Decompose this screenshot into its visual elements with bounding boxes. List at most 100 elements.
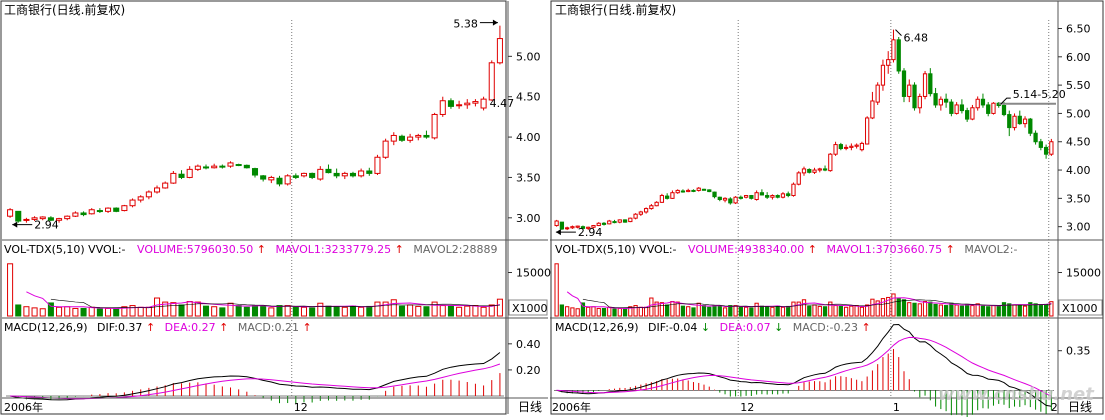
- right-macd-dif: DIF:-0.04: [648, 321, 697, 334]
- volume-bar-up: [733, 305, 738, 317]
- date-tick-label: 2006年: [552, 400, 591, 414]
- candle-down: [807, 168, 812, 173]
- price-axis-tick-label: 3.50: [1066, 192, 1091, 205]
- volume-bar-down: [738, 306, 743, 317]
- price-axis-tick-label: 3.00: [1066, 221, 1091, 234]
- candle-down: [178, 173, 185, 178]
- candle-down: [622, 219, 628, 223]
- candle-up: [975, 98, 980, 109]
- volume-bar-down: [80, 307, 87, 317]
- volume-bar-up: [633, 305, 638, 317]
- volume-bar-down: [717, 305, 722, 317]
- right-vol-up-arrow: ↑: [808, 243, 817, 256]
- candle-up: [480, 98, 487, 109]
- candle-down: [366, 170, 373, 174]
- volume-bar-down: [243, 306, 250, 317]
- candle-up: [1022, 118, 1028, 125]
- volume-bar-down: [1017, 305, 1022, 317]
- candle-down: [786, 193, 791, 197]
- candle-up: [7, 209, 14, 217]
- volume-bar-up: [480, 306, 487, 317]
- volume-bar-up: [917, 303, 922, 317]
- right-macd-dea: DEA:0.07: [720, 321, 771, 334]
- candle-down: [759, 192, 765, 196]
- candle-up: [341, 172, 348, 177]
- volume-bar-up: [643, 306, 649, 317]
- candle-up: [659, 195, 665, 203]
- volume-bar-down: [113, 308, 120, 317]
- candle-up: [870, 100, 875, 119]
- volume-bar-down: [559, 304, 565, 317]
- volume-bar-down: [15, 304, 22, 317]
- volume-bar-up: [886, 296, 891, 317]
- candle-up: [284, 175, 291, 185]
- volume-bar-up: [670, 301, 675, 317]
- volume-bar-up: [439, 305, 446, 317]
- volume-bar-down: [965, 303, 970, 317]
- volume-ma5-line: [26, 291, 501, 310]
- volume-bar-up: [358, 306, 365, 317]
- volume-bar-down: [980, 305, 986, 317]
- volume-bar-up: [1012, 304, 1017, 317]
- candle-down: [728, 198, 733, 204]
- volume-bar-up: [743, 306, 749, 317]
- volume-bar-down: [580, 302, 586, 317]
- candle-down: [691, 189, 696, 192]
- volume-bar-up: [129, 305, 136, 317]
- volume-bar-up: [382, 301, 389, 317]
- volume-bar-down: [235, 305, 242, 317]
- volume-bar-down: [933, 303, 938, 317]
- candle-up: [938, 98, 943, 106]
- volume-bar-down: [986, 306, 991, 317]
- candle-up: [439, 100, 446, 115]
- volume-bar-up: [870, 298, 875, 317]
- left-candles: 5.38 4.47 2.94: [7, 18, 514, 232]
- volume-bar-down: [349, 305, 356, 317]
- annotation-arrowhead: [492, 19, 498, 26]
- right-vol-mavol2: MAVOL2:-: [964, 243, 1017, 256]
- volume-bar-down: [447, 305, 454, 317]
- volume-bar-up: [975, 303, 980, 317]
- candle-up: [415, 134, 422, 138]
- candle-up: [743, 195, 749, 198]
- volume-bar-up: [464, 305, 471, 317]
- volume-bar-down: [366, 305, 373, 317]
- volume-bar-up: [211, 306, 218, 317]
- candle-down: [333, 172, 340, 177]
- candle-down: [1007, 114, 1012, 129]
- price-axis-tick-label: 3.00: [516, 212, 541, 225]
- right-macd-dif-arrow: ↓: [701, 321, 710, 334]
- candle-down: [96, 210, 103, 213]
- candle-down: [822, 168, 828, 171]
- volume-bar-up: [472, 305, 479, 317]
- candle-down: [243, 164, 250, 169]
- volume-unit-label: X1000: [512, 302, 548, 315]
- candle-down: [251, 168, 259, 176]
- volume-bar-up: [938, 304, 943, 317]
- macd-axis-tick-label: 0.20: [516, 364, 541, 377]
- volume-bar-down: [665, 304, 670, 317]
- candle-down: [838, 144, 843, 150]
- price-annotation: 5.14-5.20: [1013, 88, 1066, 101]
- volume-bar-down: [759, 305, 765, 317]
- candle-down: [707, 189, 712, 193]
- price-annotation: 6.48: [903, 32, 928, 45]
- candle-down: [292, 175, 299, 178]
- candle-down: [912, 84, 917, 109]
- macd-dea-line: [556, 336, 1052, 397]
- volume-bar-up: [686, 306, 691, 317]
- candle-up: [154, 187, 161, 193]
- candle-down: [1028, 118, 1033, 134]
- candle-up: [1049, 141, 1054, 155]
- candle-up: [654, 201, 659, 207]
- volume-bar-down: [202, 305, 210, 317]
- candle-up: [828, 153, 833, 172]
- left-macd-macd: MACD:0.21: [238, 321, 299, 334]
- volume-bar-up: [675, 301, 680, 317]
- right-macd-prefix: MACD(12,26,9): [555, 321, 639, 334]
- candle-up: [64, 215, 71, 220]
- candle-up: [145, 191, 152, 198]
- candle-up: [628, 217, 633, 223]
- volume-bar-up: [56, 306, 63, 317]
- volume-bar-down: [765, 306, 770, 317]
